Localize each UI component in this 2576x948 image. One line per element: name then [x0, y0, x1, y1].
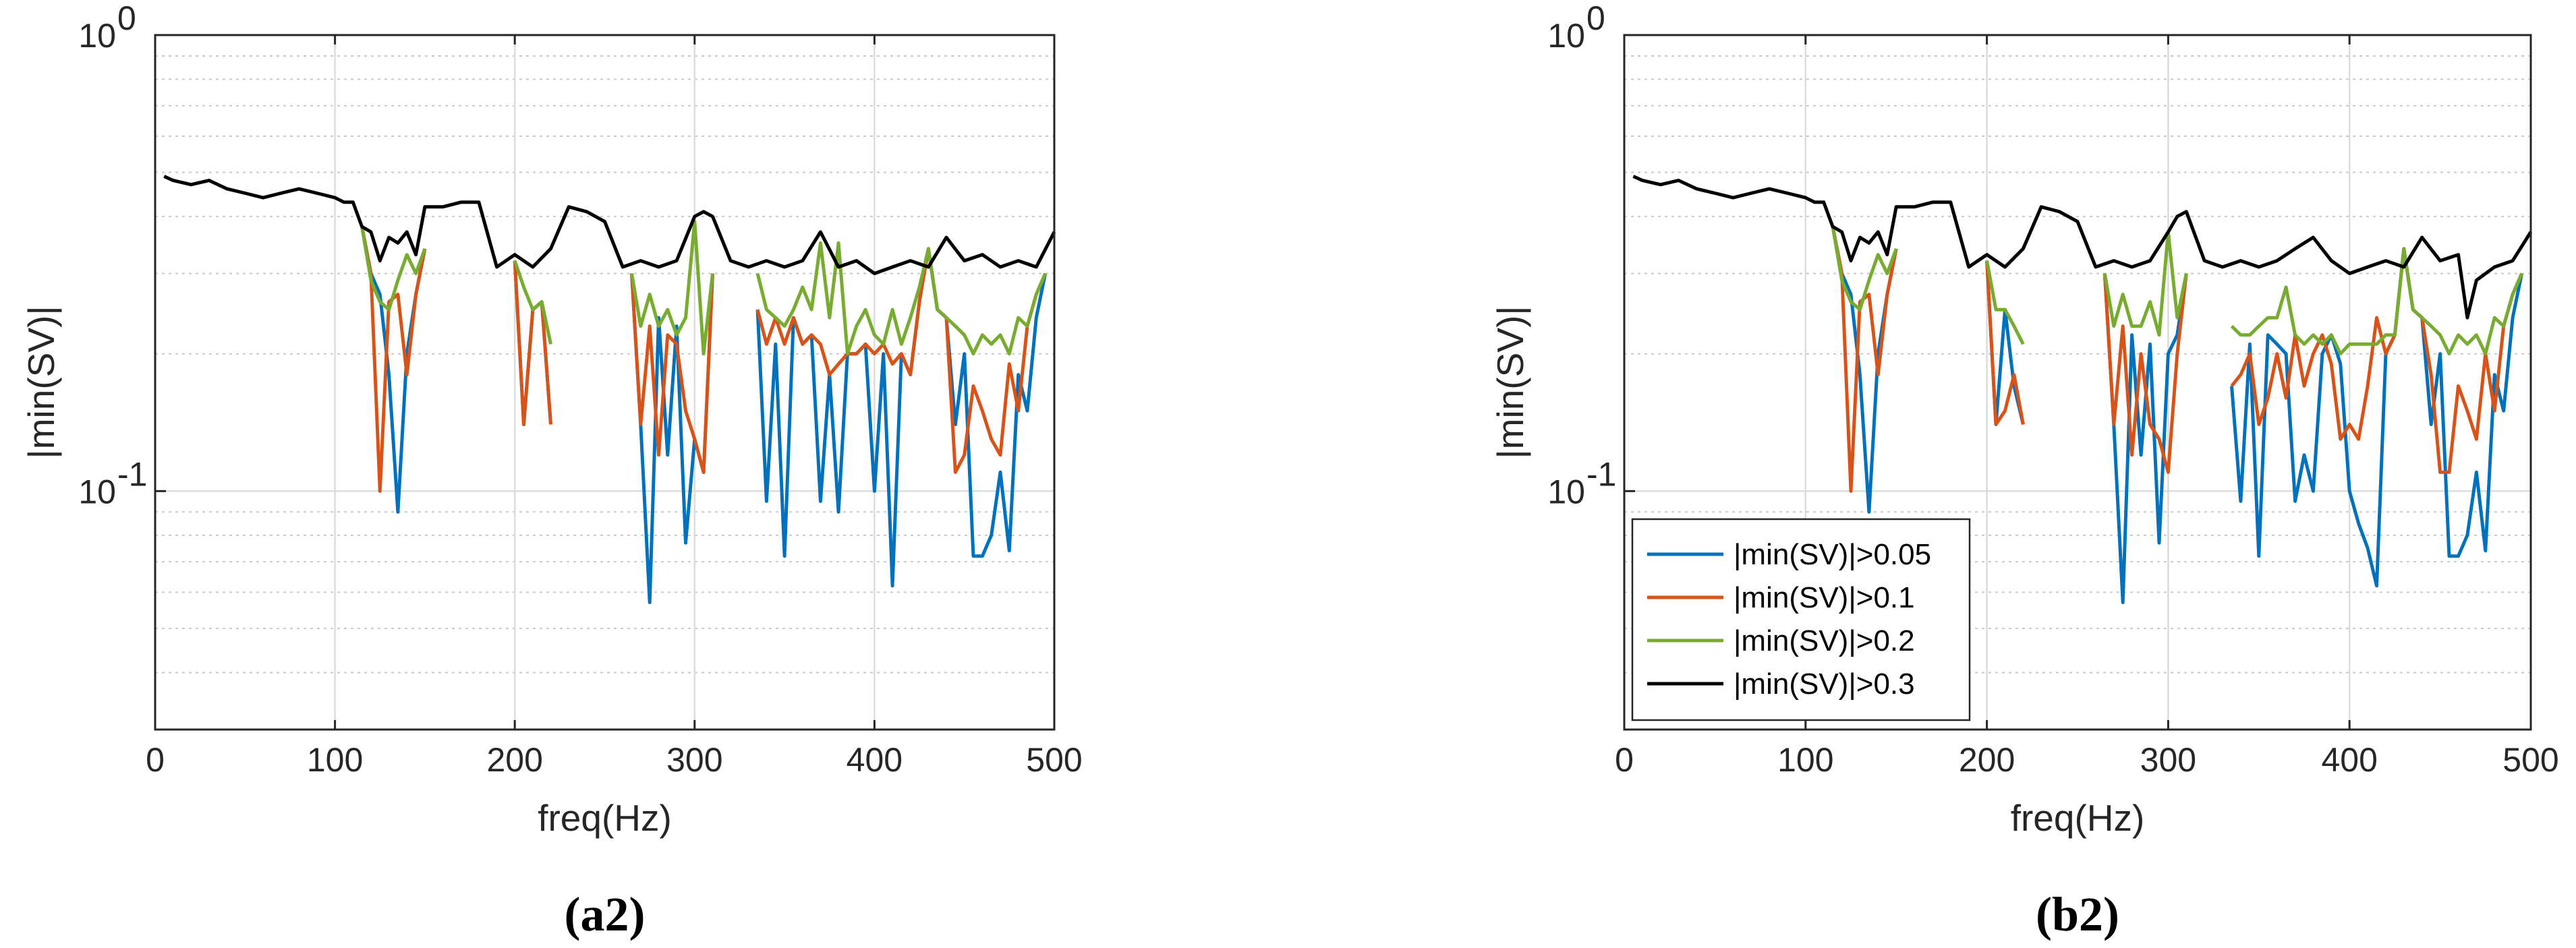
panel-label: (b2) — [2036, 887, 2119, 941]
legend-entry-2: |min(SV)|>0.2 — [1734, 624, 1915, 657]
x-tick-label: 200 — [1959, 741, 2015, 779]
x-tick-label: 400 — [2321, 741, 2377, 779]
legend-entry-1: |min(SV)|>0.1 — [1734, 581, 1915, 614]
x-tick-label: 100 — [1777, 741, 1833, 779]
x-axis-label: freq(Hz) — [2011, 797, 2145, 839]
series-line-2 — [360, 220, 1047, 356]
panel-label: (a2) — [565, 887, 646, 941]
series-line-3 — [1632, 175, 2533, 320]
x-tick-label: 500 — [1026, 741, 1082, 779]
x-tick-label: 400 — [847, 741, 903, 779]
x-tick-label: 300 — [2140, 741, 2196, 779]
x-tick-label: 0 — [146, 741, 165, 779]
y-tick-exponent: 0 — [117, 0, 136, 37]
y-axis-label: |min(SV)| — [20, 305, 62, 458]
legend: |min(SV)|>0.05 |min(SV)|>0.1 |min(SV)|>0.2… — [1631, 518, 1971, 721]
x-tick-label: 500 — [2502, 741, 2558, 779]
x-tick-label: 300 — [666, 741, 722, 779]
x-tick-label: 100 — [307, 741, 363, 779]
series-line-3 — [163, 175, 1056, 276]
x-tick-label: 0 — [1615, 741, 1634, 779]
y-axis-label: |min(SV)| — [1489, 305, 1531, 458]
y-tick-exponent: -1 — [1586, 455, 1616, 493]
axes-box — [1623, 34, 2532, 731]
axes-box — [154, 34, 1056, 731]
y-tick-exponent: 0 — [1586, 0, 1605, 37]
x-tick-label: 200 — [486, 741, 542, 779]
plot-area — [155, 35, 1054, 730]
x-axis-label: freq(Hz) — [538, 797, 672, 839]
y-tick-exponent: -1 — [117, 455, 147, 493]
legend-entry-3: |min(SV)|>0.3 — [1734, 668, 1915, 701]
series-line-2 — [1831, 226, 2523, 356]
y-tick-label: 10 — [78, 17, 116, 55]
y-tick-label: 10 — [1547, 17, 1585, 55]
y-tick-label: 10 — [78, 473, 116, 510]
y-tick-label: 10 — [1547, 473, 1585, 510]
legend-entry-0: |min(SV)|>0.05 — [1734, 538, 1931, 571]
